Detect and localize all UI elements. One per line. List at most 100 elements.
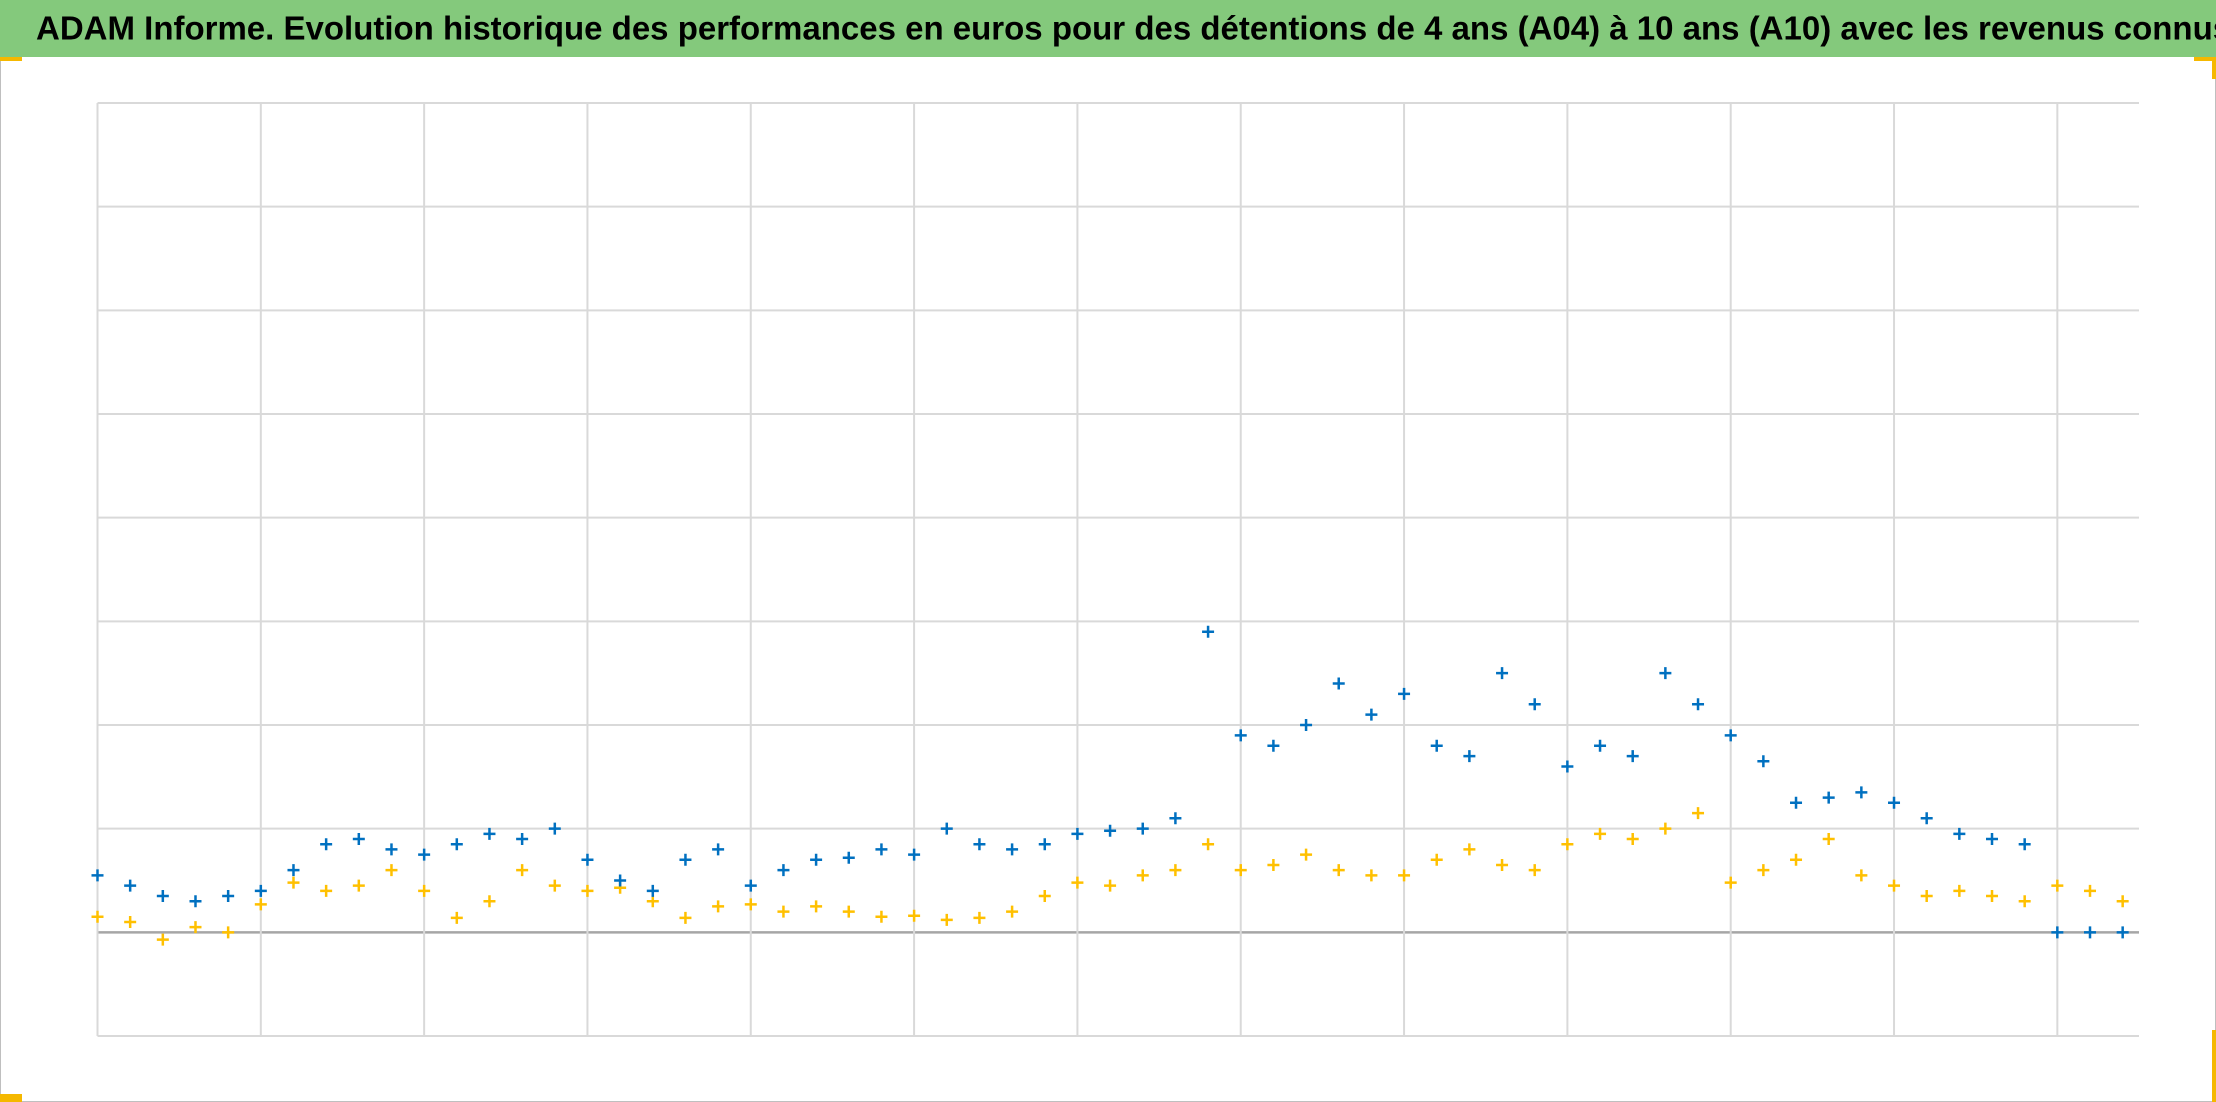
point	[1757, 864, 1770, 877]
point	[1986, 890, 1999, 903]
point	[1724, 729, 1737, 742]
point	[1234, 864, 1247, 877]
point	[1790, 796, 1803, 809]
point	[1365, 708, 1378, 721]
point	[712, 900, 725, 913]
point	[352, 879, 365, 892]
point	[1822, 791, 1835, 804]
point	[1757, 755, 1770, 768]
point	[2116, 895, 2129, 908]
point	[287, 876, 300, 889]
point	[908, 848, 921, 861]
point	[1463, 843, 1476, 856]
point	[614, 874, 627, 887]
point	[1594, 739, 1607, 752]
point	[744, 898, 757, 911]
point	[418, 884, 431, 897]
point	[1267, 739, 1280, 752]
point	[2116, 926, 2129, 939]
point	[1496, 667, 1509, 680]
point	[2051, 926, 2064, 939]
point	[777, 864, 790, 877]
point	[940, 913, 953, 926]
point	[744, 879, 757, 892]
point	[222, 890, 235, 903]
point	[1430, 739, 1443, 752]
point	[1692, 807, 1705, 820]
point	[254, 884, 267, 897]
point	[1006, 905, 1019, 918]
point	[156, 890, 169, 903]
point	[1626, 833, 1639, 846]
chart-title: ADAM Informe. Evolution historique des p…	[36, 10, 2216, 47]
point	[189, 895, 202, 908]
marks	[91, 625, 2129, 946]
point	[1463, 750, 1476, 763]
point	[516, 864, 529, 877]
point	[516, 833, 529, 846]
grid	[96, 102, 2139, 1037]
point	[1300, 848, 1313, 861]
point	[287, 864, 300, 877]
point	[1169, 864, 1182, 877]
point	[1953, 827, 1966, 840]
point	[777, 905, 790, 918]
point	[1692, 698, 1705, 711]
point	[875, 910, 888, 923]
point	[908, 909, 921, 922]
point	[1398, 687, 1411, 700]
point	[1430, 853, 1443, 866]
point	[385, 843, 398, 856]
point	[2084, 926, 2096, 939]
title-bar	[0, 0, 2216, 57]
point	[1365, 869, 1378, 882]
point	[2084, 884, 2096, 897]
point	[1855, 786, 1868, 799]
point	[2051, 879, 2064, 892]
point	[1496, 858, 1509, 871]
point	[1561, 838, 1574, 851]
point	[91, 910, 104, 923]
point	[973, 911, 986, 924]
point	[1332, 677, 1345, 690]
point	[1267, 858, 1280, 871]
point	[1920, 812, 1933, 825]
point	[1855, 869, 1868, 882]
point	[810, 900, 823, 913]
point	[1986, 833, 1999, 846]
point	[810, 853, 823, 866]
point	[1038, 890, 1051, 903]
point	[483, 895, 496, 908]
point	[1659, 667, 1672, 680]
point	[222, 926, 235, 939]
point	[1169, 812, 1182, 825]
point	[418, 848, 431, 861]
point	[1953, 884, 1966, 897]
corner-marks	[0, 57, 2216, 1102]
point	[875, 843, 888, 856]
point	[842, 851, 855, 864]
point	[581, 853, 594, 866]
point	[1790, 853, 1803, 866]
point	[548, 822, 561, 835]
point	[1038, 838, 1051, 851]
point	[2018, 838, 2031, 851]
point	[1888, 796, 1901, 809]
point	[483, 827, 496, 840]
point	[1202, 838, 1215, 851]
point	[352, 833, 365, 846]
point	[973, 838, 986, 851]
point	[189, 921, 202, 934]
point	[450, 911, 463, 924]
point	[679, 911, 692, 924]
point	[1071, 827, 1084, 840]
point	[124, 879, 137, 892]
point	[1561, 760, 1574, 773]
point	[1659, 822, 1672, 835]
point	[1300, 719, 1313, 731]
point	[1920, 890, 1933, 903]
point	[940, 822, 953, 835]
point	[1332, 864, 1345, 877]
